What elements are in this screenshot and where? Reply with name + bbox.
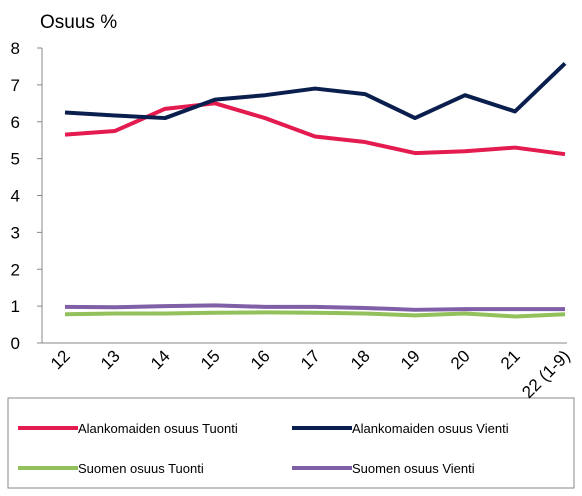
y-tick-label: 6: [11, 113, 20, 132]
x-tick-label: 18: [347, 346, 374, 373]
x-tick-label: 20: [447, 346, 474, 373]
series-line: [64, 310, 566, 319]
x-tick-label: 19: [397, 346, 424, 373]
x-tick-label: 12: [47, 346, 74, 373]
y-tick-label: 7: [11, 76, 20, 95]
series-line: [64, 101, 566, 157]
x-tick-label: 21: [497, 346, 524, 373]
y-axis-label: Osuus %: [40, 12, 117, 33]
x-tick-label: 13: [97, 346, 124, 373]
x-tick-label: 17: [297, 346, 324, 373]
y-tick-label: 2: [11, 260, 20, 279]
legend-label: Suomen osuus Vienti: [352, 461, 475, 476]
y-tick-label: 1: [11, 297, 20, 316]
y-tick-label: 8: [11, 39, 20, 58]
legend-box: [7, 397, 575, 489]
x-tick-label: 15: [197, 346, 224, 373]
y-tick-label: 4: [11, 187, 20, 206]
y-tick-label: 5: [11, 150, 20, 169]
series-line: [64, 62, 567, 121]
legend-label: Alankomaiden osuus Tuonti: [78, 421, 238, 436]
legend-label: Suomen osuus Tuonti: [78, 461, 204, 476]
x-tick-label: 14: [147, 346, 174, 373]
y-tick-label: 3: [11, 223, 20, 242]
x-tick-label: 22 (1-9): [518, 346, 574, 402]
y-tick-label: 0: [11, 334, 20, 353]
x-tick-label: 16: [247, 346, 274, 373]
legend-label: Alankomaiden osuus Vienti: [352, 421, 509, 436]
series-line: [64, 303, 565, 312]
